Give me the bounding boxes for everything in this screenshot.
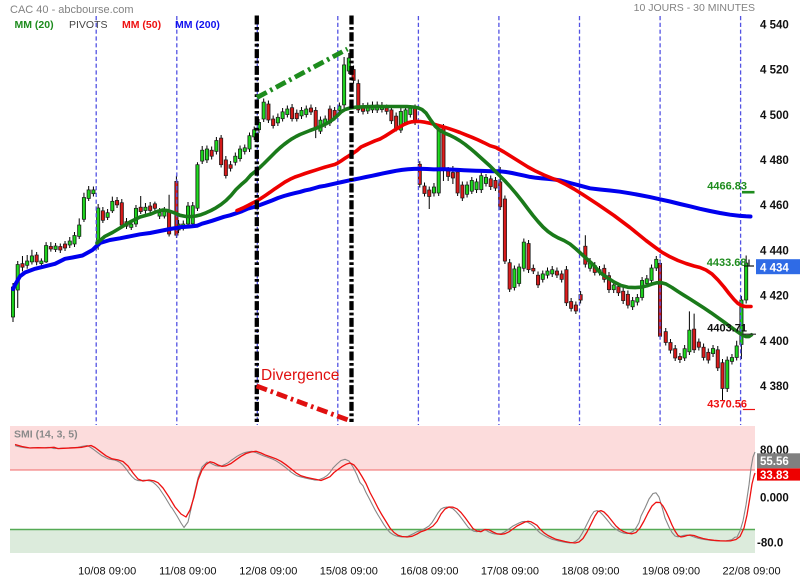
svg-text:4 520: 4 520	[760, 65, 789, 77]
svg-text:4 500: 4 500	[760, 110, 789, 122]
svg-text:CAC 40 - abcbourse.com: CAC 40 - abcbourse.com	[10, 4, 134, 16]
svg-text:4433.68: 4433.68	[707, 257, 747, 269]
svg-text:33.83: 33.83	[760, 470, 789, 482]
svg-text:12/08 09:00: 12/08 09:00	[239, 566, 297, 578]
svg-text:4 380: 4 380	[760, 381, 789, 393]
svg-text:4 440: 4 440	[760, 245, 789, 257]
svg-text:SMI (14, 3, 5): SMI (14, 3, 5)	[14, 429, 78, 441]
svg-text:Divergence: Divergence	[261, 367, 339, 384]
svg-text:10 JOURS - 30 MINUTES: 10 JOURS - 30 MINUTES	[634, 2, 755, 14]
svg-text:17/08 09:00: 17/08 09:00	[481, 566, 539, 578]
svg-text:55.56: 55.56	[760, 456, 789, 468]
svg-text:0.000: 0.000	[760, 492, 789, 504]
svg-text:4403.71: 4403.71	[707, 323, 747, 335]
svg-text:-80.0: -80.0	[757, 537, 783, 549]
svg-text:4 480: 4 480	[760, 155, 789, 167]
svg-text:PIVOTS: PIVOTS	[69, 19, 108, 31]
svg-text:4370.56: 4370.56	[707, 399, 747, 411]
svg-text:4 460: 4 460	[760, 200, 789, 212]
svg-text:10/08 09:00: 10/08 09:00	[78, 566, 136, 578]
svg-text:19/08 09:00: 19/08 09:00	[642, 566, 700, 578]
svg-text:4 540: 4 540	[760, 19, 789, 31]
svg-text:4 434: 4 434	[760, 262, 789, 274]
svg-text:18/08 09:00: 18/08 09:00	[561, 566, 619, 578]
svg-text:4466.83: 4466.83	[707, 181, 747, 193]
svg-text:MM (20): MM (20)	[15, 19, 54, 31]
svg-text:4 420: 4 420	[760, 291, 789, 303]
svg-text:22/08 09:00: 22/08 09:00	[723, 566, 781, 578]
svg-text:MM (50): MM (50)	[122, 19, 161, 31]
svg-text:16/08 09:00: 16/08 09:00	[400, 566, 458, 578]
svg-text:15/08 09:00: 15/08 09:00	[320, 566, 378, 578]
svg-text:MM (200): MM (200)	[175, 19, 220, 31]
svg-text:11/08 09:00: 11/08 09:00	[159, 566, 216, 578]
svg-text:4 400: 4 400	[760, 336, 789, 348]
